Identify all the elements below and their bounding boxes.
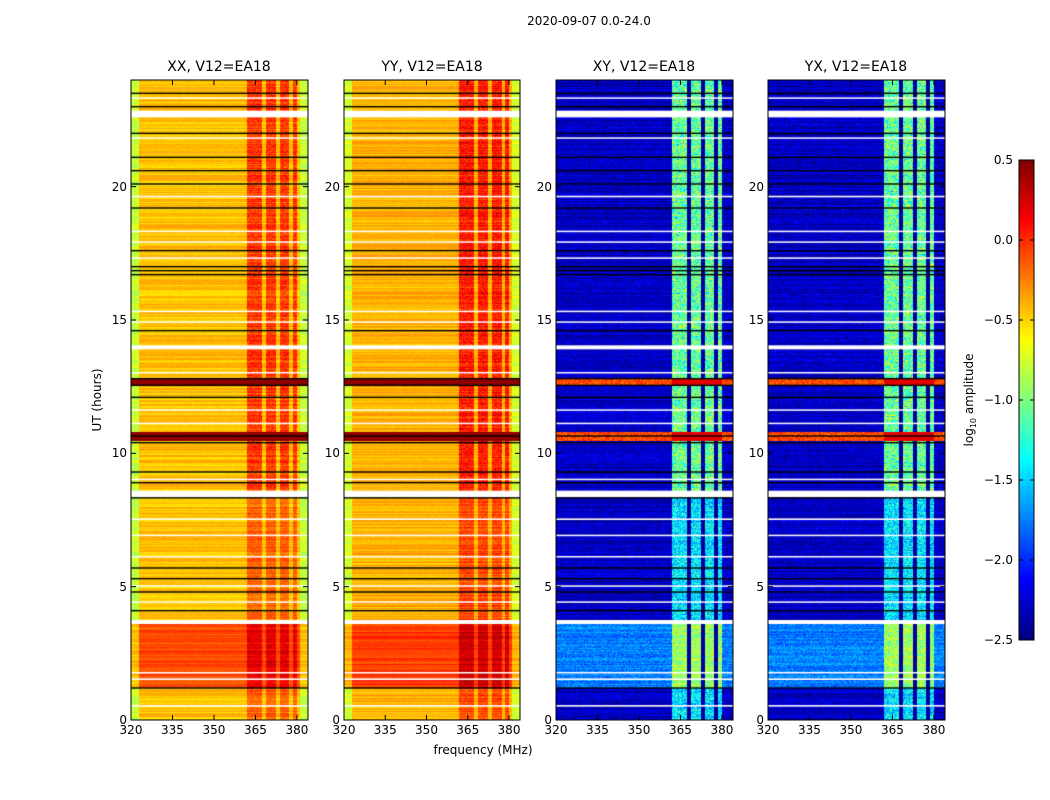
panel-frame [555,79,734,721]
x-tick-label: 320 [756,723,780,737]
panel-frame [343,79,521,721]
x-tick-label: 335 [798,723,821,737]
x-tick-label: 335 [586,723,609,737]
colorbar-tick-label: 0.5 [993,153,1013,167]
x-tick-label: 380 [497,723,521,737]
y-tick-label: 10 [111,446,127,461]
colorbar-label-log: log [961,428,976,447]
x-tick-label: 365 [881,723,904,737]
x-tick-label: 350 [839,723,863,737]
heatmap-xx [131,80,308,720]
panel-frame [130,79,309,721]
x-tick-label: 380 [285,723,309,737]
y-tick-label: 5 [756,579,764,594]
colorbar-tick-label: 0.0 [993,233,1013,247]
panel-title-yy: YY, V12=EA18 [381,59,483,75]
y-tick-label: 5 [544,579,552,594]
y-tick-label: 20 [748,179,764,194]
colorbar-tick-label: −1.5 [983,473,1013,487]
y-tick-label: 15 [748,313,764,327]
x-tick-label: 335 [373,723,397,737]
y-tick-label: 0 [332,713,340,727]
panel-title-yx: YX, V12=EA18 [804,59,908,75]
y-tick-label: 5 [332,579,340,594]
x-tick-label: 365 [456,723,480,737]
panel-title-xy: XY, V12=EA18 [592,59,696,75]
x-tick-label: 365 [244,723,267,737]
colorbar-label: log10 amplitude [962,354,978,447]
y-tick-label: 15 [324,313,340,327]
heatmap-yy [344,80,520,720]
x-tick-label: 350 [627,723,651,737]
y-tick-label: 10 [748,446,764,461]
y-tick-label: 15 [536,313,552,327]
y-tick-label: 20 [111,179,127,194]
figure-title: 2020-09-07 0.0-24.0 [527,14,651,28]
colorbar-tick-label: −2.0 [983,553,1013,567]
colorbar-label-rest: amplitude [961,353,976,418]
heatmap-xy [556,80,733,720]
x-tick-label: 365 [669,723,692,737]
panel-frame [767,79,946,721]
colorbar-tick-label: −1.0 [983,393,1013,407]
colorbar [1019,160,1034,640]
x-tick-label: 350 [415,723,438,737]
panel-title-xx: XX, V12=EA18 [167,59,271,75]
x-tick-label: 350 [202,723,226,737]
y-tick-label: 20 [536,179,552,194]
y-tick-label: 5 [119,579,127,594]
heatmap-yx [768,80,945,720]
y-tick-label: 0 [544,713,552,727]
y-tick-label: 0 [756,713,764,727]
y-tick-label: 10 [324,446,340,461]
x-tick-label: 320 [544,723,568,737]
x-tick-label: 380 [710,723,734,737]
x-tick-label: 320 [119,723,143,737]
y-tick-label: 0 [119,713,127,727]
y-tick-label: 20 [324,179,340,194]
colorbar-tick-label: −0.5 [983,313,1013,327]
y-tick-label: 15 [111,313,127,327]
y-tick-label: 10 [536,446,552,461]
y-axis-label: UT (hours) [90,368,104,432]
colorbar-tick-label: −2.5 [983,633,1013,647]
x-tick-label: 335 [161,723,184,737]
x-tick-label: 320 [332,723,356,737]
x-axis-label: frequency (MHz) [433,743,533,757]
colorbar-label-sub: 10 [969,417,979,429]
x-tick-label: 380 [922,723,946,737]
